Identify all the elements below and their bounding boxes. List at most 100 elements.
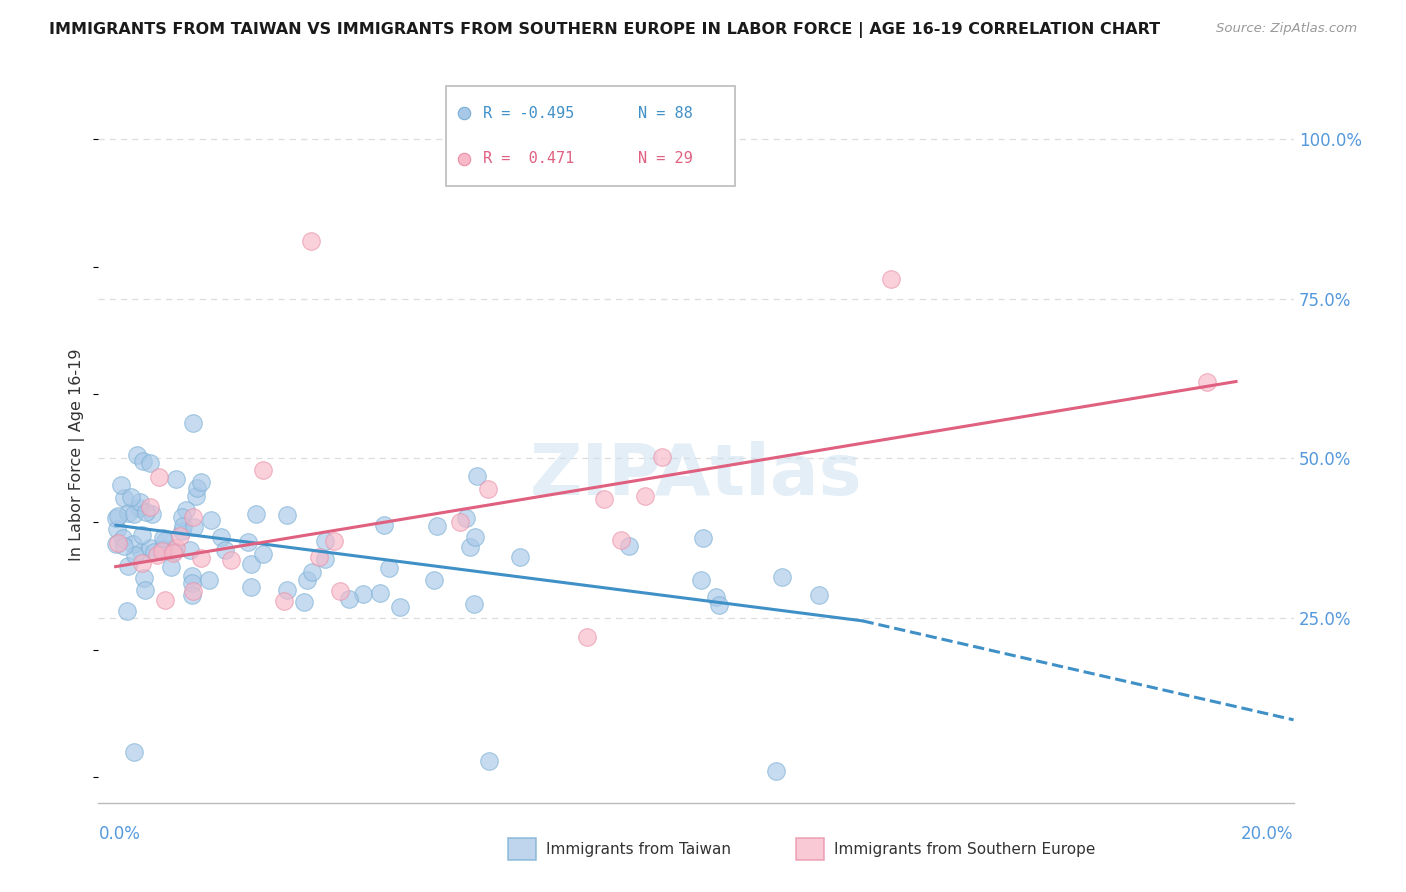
Point <box>115 604 138 618</box>
Point <box>477 483 499 497</box>
Point <box>139 541 162 555</box>
Point <box>174 502 197 516</box>
Point <box>105 523 128 537</box>
Point <box>165 472 187 486</box>
Point <box>190 551 212 566</box>
Point <box>152 531 174 545</box>
Text: N = 29: N = 29 <box>638 151 693 166</box>
Point <box>104 537 127 551</box>
Point <box>162 543 184 558</box>
Point <box>138 500 160 515</box>
Point <box>880 272 903 286</box>
Point <box>770 570 793 584</box>
Point <box>111 531 134 545</box>
Point <box>141 507 163 521</box>
Point <box>124 745 146 759</box>
Point <box>132 454 155 468</box>
Point <box>314 534 336 549</box>
Text: ZIPAtlas: ZIPAtlas <box>530 442 862 510</box>
Text: Immigrants from Taiwan: Immigrants from Taiwan <box>546 842 731 856</box>
Point <box>122 537 145 551</box>
Point <box>104 511 127 525</box>
Point <box>1197 375 1219 389</box>
Point <box>110 478 132 492</box>
FancyBboxPatch shape <box>796 838 824 860</box>
Point <box>160 559 183 574</box>
Point <box>219 552 242 566</box>
Point <box>368 585 391 599</box>
Text: R = -0.495: R = -0.495 <box>482 106 574 121</box>
Point <box>117 507 139 521</box>
Point <box>575 630 598 644</box>
Text: IMMIGRANTS FROM TAIWAN VS IMMIGRANTS FROM SOUTHERN EUROPE IN LABOR FORCE | AGE 1: IMMIGRANTS FROM TAIWAN VS IMMIGRANTS FRO… <box>49 22 1160 38</box>
FancyBboxPatch shape <box>508 838 536 860</box>
Point <box>129 494 152 508</box>
Point <box>337 591 360 606</box>
Point <box>124 548 146 562</box>
Point <box>162 546 184 560</box>
Point <box>617 539 640 553</box>
Text: Immigrants from Southern Europe: Immigrants from Southern Europe <box>834 842 1095 856</box>
Point <box>651 450 673 464</box>
Point <box>172 519 194 533</box>
Point <box>610 533 633 548</box>
Point <box>458 541 481 555</box>
Point <box>423 573 446 587</box>
Point <box>153 533 176 548</box>
Point <box>299 234 322 248</box>
Point <box>301 566 323 580</box>
Point <box>214 543 236 558</box>
Point <box>112 539 135 553</box>
Point <box>273 594 295 608</box>
Point <box>765 764 787 778</box>
Point <box>165 541 187 555</box>
Point <box>807 588 830 602</box>
Point <box>186 489 208 503</box>
Point <box>252 547 274 561</box>
Point <box>131 528 153 542</box>
Point <box>236 535 259 549</box>
Point <box>453 152 475 166</box>
Point <box>135 505 157 519</box>
Point <box>190 475 212 489</box>
Point <box>709 599 731 613</box>
Point <box>323 533 346 548</box>
Point <box>128 501 150 516</box>
Point <box>297 574 319 588</box>
Point <box>465 469 488 483</box>
Point <box>198 573 221 587</box>
Point <box>209 530 232 544</box>
Text: 0.0%: 0.0% <box>98 825 141 843</box>
Point <box>148 470 170 484</box>
Point <box>179 543 201 558</box>
Point <box>426 519 449 533</box>
Point <box>389 599 412 614</box>
Point <box>456 511 478 525</box>
Point <box>181 510 204 524</box>
Point <box>131 557 153 571</box>
Point <box>117 558 139 573</box>
Point <box>292 595 315 609</box>
Text: Source: ZipAtlas.com: Source: ZipAtlas.com <box>1216 22 1357 36</box>
FancyBboxPatch shape <box>446 86 735 186</box>
Point <box>276 582 298 597</box>
Point <box>112 491 135 506</box>
Point <box>634 489 657 503</box>
Point <box>478 754 501 768</box>
Point <box>153 593 176 607</box>
Point <box>509 549 531 564</box>
Point <box>200 513 222 527</box>
Point <box>186 481 208 495</box>
Point <box>252 462 274 476</box>
Point <box>172 524 194 539</box>
Point <box>239 580 262 594</box>
Point <box>463 597 485 611</box>
Point <box>180 575 202 590</box>
Point <box>172 509 194 524</box>
Point <box>449 515 471 529</box>
Point <box>180 569 202 583</box>
Text: 20.0%: 20.0% <box>1241 825 1294 843</box>
Point <box>180 589 202 603</box>
Point <box>329 584 352 599</box>
Point <box>692 531 714 545</box>
